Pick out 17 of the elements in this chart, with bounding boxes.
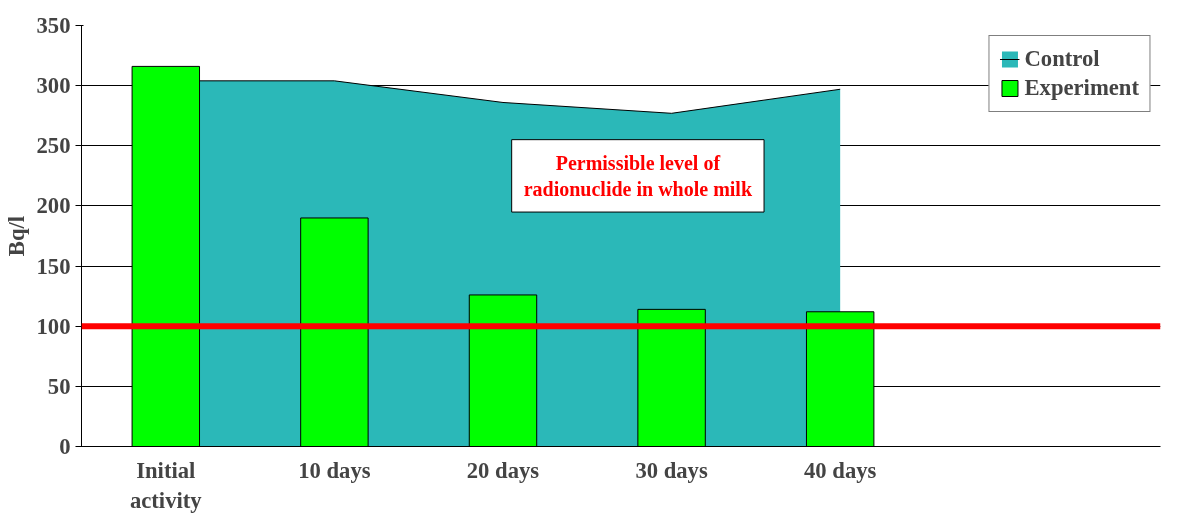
y-tick-label: 300 — [36, 73, 71, 99]
x-tick-label: 30 days — [635, 457, 708, 483]
annotation: Permissible level of radionuclide in whole milk — [523, 151, 753, 201]
y-tick-label: 100 — [36, 313, 71, 339]
y-tick-label: 0 — [59, 434, 71, 459]
x-tick-label: 10 days — [298, 457, 371, 483]
legend-label: Control — [1024, 46, 1100, 72]
x-tick-label: 20 days — [466, 457, 540, 483]
x-tick-label: 40 days — [803, 457, 877, 483]
y-tick-label: 50 — [47, 373, 71, 399]
y-tick-label: 200 — [36, 193, 71, 219]
y-axis-title: Bq/l — [3, 215, 29, 257]
y-tick-label: 350 — [36, 13, 71, 38]
y-tick-label: 250 — [36, 133, 71, 159]
legend-label: Experiment — [1024, 75, 1139, 101]
y-tick-label: 150 — [36, 253, 71, 279]
x-tick-label: Initial activity — [129, 457, 203, 513]
